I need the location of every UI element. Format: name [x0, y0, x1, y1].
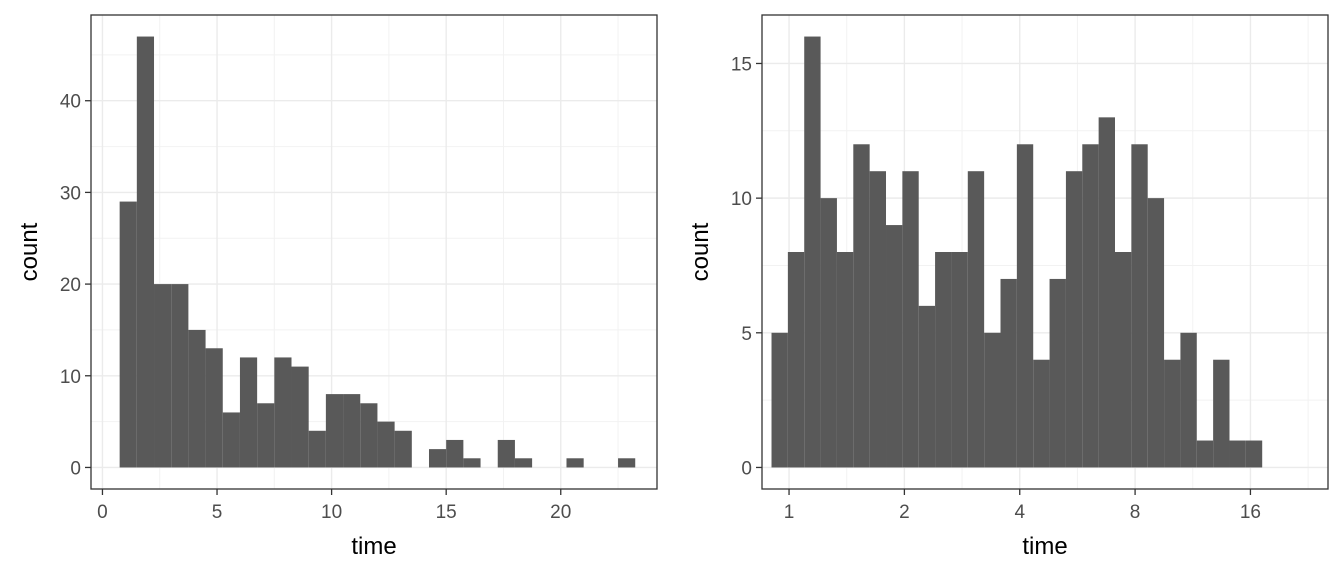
histogram-bar [119, 201, 137, 468]
right-y-ticks: 0 5 10 15 [731, 54, 762, 479]
left-y-tick-label: 10 [60, 367, 81, 388]
histogram-bar [918, 305, 936, 468]
histogram-bar [836, 252, 854, 468]
left-x-tick-label: 5 [212, 502, 223, 523]
right-y-tick-label: 10 [731, 189, 752, 210]
histogram-bar [1065, 171, 1083, 468]
left-x-axis-title: time [351, 533, 396, 560]
left-y-tick-label: 30 [60, 183, 81, 204]
histogram-bar [1213, 359, 1230, 468]
histogram-bar [308, 430, 326, 468]
histogram-bar [1147, 198, 1165, 468]
histogram-bar [325, 394, 344, 468]
histogram-bar [188, 329, 206, 468]
left-x-ticks: 0 5 10 15 20 [97, 489, 571, 523]
histogram-bar [1164, 359, 1181, 468]
right-x-tick-label: 16 [1240, 502, 1261, 523]
histogram-bar [787, 252, 805, 468]
right-panel-border [761, 14, 1329, 490]
histogram-bar [1196, 440, 1214, 468]
left-y-axis-title: count [16, 222, 43, 281]
histogram-bar [1180, 332, 1197, 468]
histogram-bar [1049, 278, 1066, 468]
histogram-bar [902, 171, 919, 468]
histogram-bar [1098, 117, 1115, 468]
right-y-tick-label: 5 [741, 324, 752, 345]
left-y-ticks: 0 10 20 30 40 [60, 92, 91, 479]
histogram-bar [984, 332, 1001, 468]
left-y-tick-label: 0 [70, 458, 81, 479]
histogram-bar [566, 458, 584, 468]
histogram-bar [967, 171, 985, 468]
histogram-bar [222, 412, 240, 468]
right-y-tick-label: 0 [741, 458, 752, 479]
right-x-tick-label: 4 [1014, 502, 1025, 523]
histogram-bar [804, 36, 821, 468]
histogram-bar [239, 357, 258, 468]
right-panel: 1 2 4 8 16 0 5 10 15 time count [687, 14, 1329, 560]
histogram-bar [154, 284, 172, 468]
histogram-bar [360, 403, 378, 468]
histogram-bar [377, 421, 395, 468]
histogram-bar [1000, 278, 1017, 468]
histogram-bar [886, 225, 903, 468]
left-panel-border [90, 14, 658, 490]
histogram-bar [1033, 359, 1050, 468]
histogram-bar [1082, 144, 1099, 468]
histogram-bar [1229, 440, 1246, 468]
left-x-tick-label: 15 [436, 502, 457, 523]
histogram-bar [771, 332, 788, 468]
left-x-tick-label: 10 [321, 502, 342, 523]
histogram-bar [257, 403, 275, 468]
histogram-bar [1016, 144, 1034, 468]
histogram-bar [463, 458, 481, 468]
histogram-bar [394, 430, 412, 468]
left-x-tick-label: 0 [97, 502, 108, 523]
histogram-bar [291, 366, 309, 468]
histogram-bar [1245, 440, 1263, 468]
right-bars [771, 36, 1263, 468]
histogram-bar [820, 198, 837, 468]
right-x-tick-label: 1 [784, 502, 795, 523]
histogram-bar [514, 458, 533, 468]
histogram-bar [935, 252, 952, 468]
right-y-axis-title: count [687, 222, 714, 281]
histogram-bar [618, 458, 636, 468]
histogram-bar [171, 284, 189, 468]
left-x-tick-label: 20 [550, 502, 571, 523]
histogram-bar [497, 439, 515, 468]
right-x-tick-label: 8 [1130, 502, 1141, 523]
histogram-bar [343, 394, 361, 468]
right-x-tick-label: 2 [899, 502, 910, 523]
histogram-bar [446, 439, 464, 468]
histogram-bar [1131, 144, 1148, 468]
right-y-tick-label: 15 [731, 54, 752, 75]
right-x-ticks: 1 2 4 8 16 [784, 489, 1261, 523]
histogram-bar [428, 449, 447, 468]
histogram-bar [853, 144, 870, 468]
right-x-axis-title: time [1022, 533, 1067, 560]
left-y-tick-label: 40 [60, 92, 81, 113]
histogram-bar [1114, 252, 1132, 468]
left-y-tick-label: 20 [60, 275, 81, 296]
left-bars [119, 36, 636, 468]
histogram-bar [951, 252, 968, 468]
left-panel: 0 5 10 15 20 0 10 20 30 40 time count [16, 14, 658, 560]
histogram-bar [869, 171, 887, 468]
histogram-bar [274, 357, 292, 468]
histogram-bar [205, 348, 223, 468]
histogram-bar [136, 36, 155, 468]
